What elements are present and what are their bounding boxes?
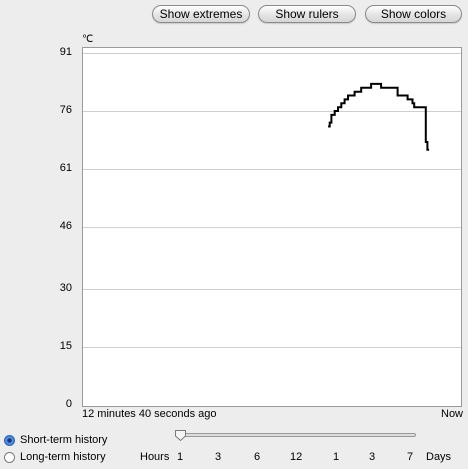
scale-tick-label: 7: [407, 451, 414, 463]
x-axis-end-label: Now: [441, 408, 464, 420]
history-scale-slider-track[interactable]: [180, 433, 416, 437]
long-term-history-radio[interactable]: Long-term history: [4, 450, 106, 464]
scale-tick-label: 3: [369, 451, 376, 463]
chart-plot: [83, 53, 461, 348]
hours-label: Hours: [140, 451, 170, 463]
show-extremes-button[interactable]: Show extremes: [152, 5, 250, 23]
y-tick-label: 15: [59, 339, 72, 352]
scale-tick-label: 1: [177, 451, 184, 463]
days-label: Days: [426, 451, 452, 463]
scale-tick-label: 1: [333, 451, 340, 463]
temperature-unit-label: ℃: [82, 34, 94, 45]
radio-selected-icon[interactable]: [4, 434, 15, 446]
short-term-history-radio[interactable]: Short-term history: [4, 433, 107, 447]
scale-tick-label: 3: [215, 451, 222, 463]
history-scale-slider-knob[interactable]: [174, 429, 187, 442]
radio-unselected-icon[interactable]: [4, 451, 15, 463]
temperature-chart: [82, 47, 462, 407]
y-tick-label: 76: [59, 104, 72, 117]
scale-tick-label: 6: [254, 451, 261, 463]
y-tick-label: 0: [65, 398, 72, 410]
scale-tick-label: 12: [290, 451, 303, 463]
y-tick-label: 61: [59, 162, 72, 175]
x-axis-start-label: 12 minutes 40 seconds ago: [82, 408, 217, 420]
show-rulers-button[interactable]: Show rulers: [258, 5, 356, 23]
temperature-series-line: [328, 82, 430, 151]
y-tick-label: 91: [59, 46, 72, 58]
long-term-history-label: Long-term history: [20, 451, 106, 463]
y-tick-label: 46: [59, 220, 72, 233]
y-tick-label: 30: [59, 281, 72, 294]
short-term-history-label: Short-term history: [20, 434, 108, 446]
show-colors-button[interactable]: Show colors: [365, 5, 462, 23]
